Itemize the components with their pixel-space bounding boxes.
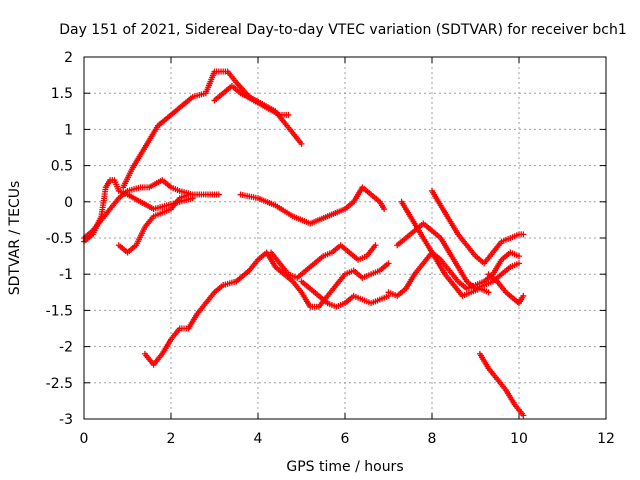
data-point: [381, 206, 388, 213]
data-point: [298, 140, 305, 147]
y-tick-label: -1: [59, 267, 73, 283]
tick-labels: 0 2 4 6 8 10 12 -3 -2.5 -2 -1.5 -1 -0.5 0 0.5 1 1.5 2: [46, 50, 615, 447]
y-tick-label: -0.5: [46, 231, 73, 247]
data-points: [81, 68, 527, 419]
x-tick-label: 6: [341, 431, 350, 447]
x-tick-label: 4: [254, 431, 263, 447]
data-point: [516, 253, 522, 260]
series-arc-mid-4: [237, 184, 388, 227]
y-tick-label: 2: [64, 50, 73, 66]
x-tick-label: 10: [510, 431, 528, 447]
y-tick-label: -2.5: [46, 376, 73, 392]
series-arc-right-4: [385, 249, 522, 299]
series-arc-high-2: [211, 82, 292, 118]
series-arc-low-3: [298, 278, 392, 310]
series-arc-right-5: [485, 271, 527, 307]
x-tick-label: 2: [167, 431, 176, 447]
y-tick-label: 1: [64, 122, 73, 138]
data-point: [215, 191, 222, 198]
data-point: [285, 111, 292, 118]
series-arc-high: [120, 68, 305, 191]
data-point: [520, 292, 527, 299]
series-arc-bottom: [476, 350, 527, 419]
data-point: [516, 260, 522, 267]
series-arc-mid-3: [115, 191, 192, 256]
data-point: [520, 231, 527, 238]
plot-frame: [83, 56, 607, 420]
y-tick-label: -2: [59, 340, 73, 356]
y-tick-label: -1.5: [46, 303, 73, 319]
y-tick-label: 1.5: [51, 86, 73, 102]
x-axis-label: GPS time / hours: [286, 459, 403, 475]
data-point: [372, 242, 379, 249]
chart-title: Day 151 of 2021, Sidereal Day-to-day VTE…: [59, 22, 627, 38]
data-point: [520, 412, 527, 419]
series-arc-right-2: [398, 198, 492, 299]
x-tick-label: 8: [428, 431, 437, 447]
grid: [83, 56, 607, 420]
y-tick-label: 0: [64, 195, 73, 211]
data-point: [385, 260, 392, 267]
data-point: [189, 195, 196, 202]
series-arc-low-1: [141, 249, 392, 368]
series-arc-right-3: [429, 187, 527, 267]
y-tick-label: -3: [59, 412, 73, 428]
x-tick-label: 12: [597, 431, 615, 447]
y-tick-label: 0.5: [51, 159, 73, 175]
x-tick-label: 0: [80, 431, 89, 447]
data-point: [185, 191, 192, 198]
series-arc-low-2: [268, 242, 379, 281]
y-axis-label: SDTVAR / TECUs: [7, 181, 23, 296]
data-point: [485, 289, 492, 296]
